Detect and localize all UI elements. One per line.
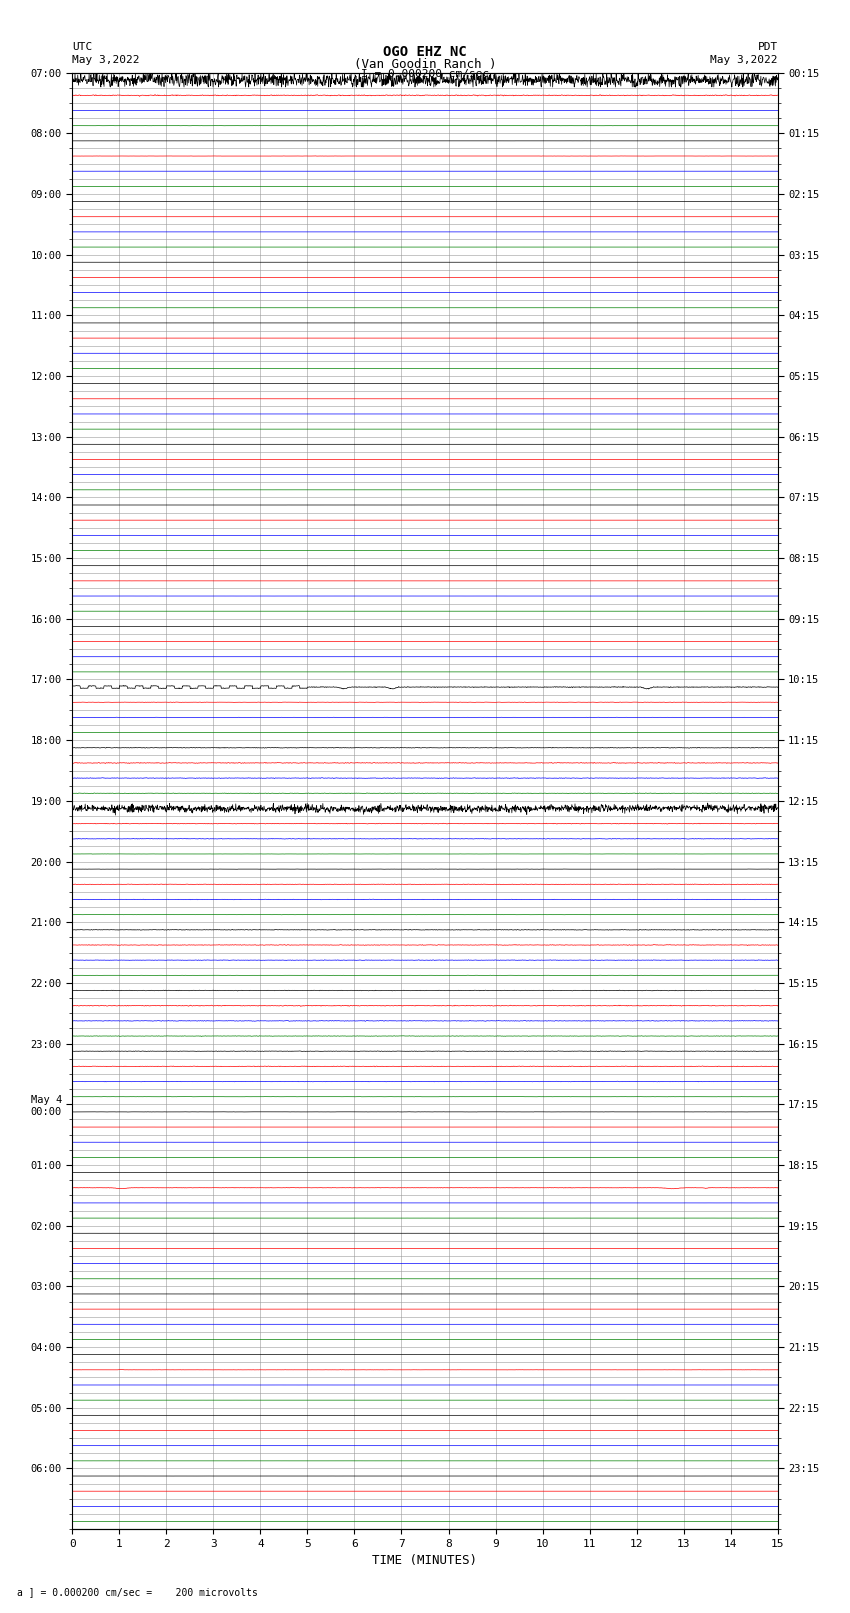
Text: OGO EHZ NC: OGO EHZ NC xyxy=(383,45,467,60)
Text: a ] = 0.000200 cm/sec =    200 microvolts: a ] = 0.000200 cm/sec = 200 microvolts xyxy=(17,1587,258,1597)
Text: I = 0.000200 cm/sec: I = 0.000200 cm/sec xyxy=(361,69,489,79)
X-axis label: TIME (MINUTES): TIME (MINUTES) xyxy=(372,1555,478,1568)
Text: UTC: UTC xyxy=(72,42,93,52)
Text: May 3,2022: May 3,2022 xyxy=(711,55,778,65)
Text: (Van Goodin Ranch ): (Van Goodin Ranch ) xyxy=(354,58,496,71)
Text: PDT: PDT xyxy=(757,42,778,52)
Text: May 3,2022: May 3,2022 xyxy=(72,55,139,65)
